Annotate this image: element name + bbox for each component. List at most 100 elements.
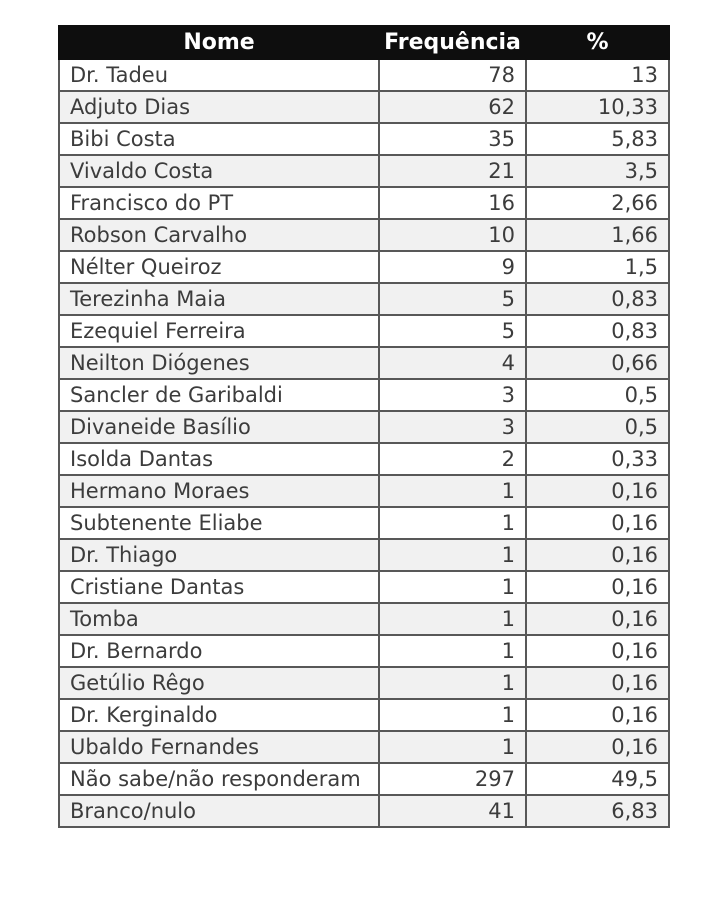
frequency-cell: 9	[378, 250, 527, 284]
table-row: Dr. Tadeu 78 13	[58, 58, 670, 92]
frequency-cell: 41	[378, 794, 527, 828]
table-row: Bibi Costa 35 5,83	[58, 122, 670, 156]
frequency-cell: 1	[378, 698, 527, 732]
percent-cell: 0,83	[525, 314, 670, 348]
table-row: Getúlio Rêgo 1 0,16	[58, 666, 670, 700]
frequency-cell: 21	[378, 154, 527, 188]
frequency-cell: 1	[378, 602, 527, 636]
percent-cell: 0,5	[525, 378, 670, 412]
percent-cell: 0,16	[525, 506, 670, 540]
table-row: Dr. Bernardo 1 0,16	[58, 634, 670, 668]
percent-cell: 0,16	[525, 634, 670, 668]
percent-cell: 2,66	[525, 186, 670, 220]
percent-cell: 0,16	[525, 602, 670, 636]
table-row: Divaneide Basílio 3 0,5	[58, 410, 670, 444]
table-row: Nélter Queiroz 9 1,5	[58, 250, 670, 284]
table-row: Francisco do PT 16 2,66	[58, 186, 670, 220]
frequency-cell: 1	[378, 474, 527, 508]
table-row: Vivaldo Costa 21 3,5	[58, 154, 670, 188]
percent-cell: 1,5	[525, 250, 670, 284]
frequency-cell: 10	[378, 218, 527, 252]
frequency-table: Nome Frequência % Dr. Tadeu 78 13 Adjuto Di…	[58, 25, 670, 828]
frequency-cell: 1	[378, 538, 527, 572]
name-cell: Ezequiel Ferreira	[58, 314, 380, 348]
frequency-cell: 2	[378, 442, 527, 476]
frequency-cell: 4	[378, 346, 527, 380]
percent-cell: 0,16	[525, 474, 670, 508]
name-cell: Branco/nulo	[58, 794, 380, 828]
table-row: Não sabe/não responderam 297 49,5	[58, 762, 670, 796]
name-cell: Dr. Bernardo	[58, 634, 380, 668]
table-row: Sancler de Garibaldi 3 0,5	[58, 378, 670, 412]
percent-cell: 5,83	[525, 122, 670, 156]
name-cell: Tomba	[58, 602, 380, 636]
table-row: Terezinha Maia 5 0,83	[58, 282, 670, 316]
percent-cell: 0,16	[525, 538, 670, 572]
name-cell: Divaneide Basílio	[58, 410, 380, 444]
frequency-cell: 1	[378, 730, 527, 764]
table-row: Subtenente Eliabe 1 0,16	[58, 506, 670, 540]
table-row: Dr. Thiago 1 0,16	[58, 538, 670, 572]
percent-cell: 10,33	[525, 90, 670, 124]
percent-cell: 0,16	[525, 730, 670, 764]
percent-cell: 49,5	[525, 762, 670, 796]
name-cell: Subtenente Eliabe	[58, 506, 380, 540]
frequency-cell: 1	[378, 666, 527, 700]
frequency-cell: 78	[378, 58, 527, 92]
percent-cell: 0,16	[525, 570, 670, 604]
percent-cell: 0,16	[525, 698, 670, 732]
frequency-cell: 62	[378, 90, 527, 124]
percent-cell: 0,16	[525, 666, 670, 700]
table-row: Ezequiel Ferreira 5 0,83	[58, 314, 670, 348]
name-cell: Não sabe/não responderam	[58, 762, 380, 796]
percent-cell: 0,83	[525, 282, 670, 316]
frequency-cell: 3	[378, 410, 527, 444]
name-cell: Ubaldo Fernandes	[58, 730, 380, 764]
column-header-percent: %	[525, 25, 670, 60]
table-header-row: Nome Frequência %	[58, 25, 670, 60]
name-cell: Vivaldo Costa	[58, 154, 380, 188]
frequency-cell: 16	[378, 186, 527, 220]
table-row: Ubaldo Fernandes 1 0,16	[58, 730, 670, 764]
percent-cell: 0,33	[525, 442, 670, 476]
table-row: Robson Carvalho 10 1,66	[58, 218, 670, 252]
table-row: Branco/nulo 41 6,83	[58, 794, 670, 828]
percent-cell: 13	[525, 58, 670, 92]
table-row: Cristiane Dantas 1 0,16	[58, 570, 670, 604]
column-header-nome: Nome	[58, 25, 380, 60]
table-row: Isolda Dantas 2 0,33	[58, 442, 670, 476]
percent-cell: 3,5	[525, 154, 670, 188]
frequency-cell: 1	[378, 634, 527, 668]
percent-cell: 0,66	[525, 346, 670, 380]
table-row: Hermano Moraes 1 0,16	[58, 474, 670, 508]
name-cell: Nélter Queiroz	[58, 250, 380, 284]
table-row: Dr. Kerginaldo 1 0,16	[58, 698, 670, 732]
name-cell: Francisco do PT	[58, 186, 380, 220]
name-cell: Cristiane Dantas	[58, 570, 380, 604]
table-row: Neilton Diógenes 4 0,66	[58, 346, 670, 380]
percent-cell: 6,83	[525, 794, 670, 828]
name-cell: Bibi Costa	[58, 122, 380, 156]
name-cell: Isolda Dantas	[58, 442, 380, 476]
frequency-cell: 1	[378, 506, 527, 540]
name-cell: Terezinha Maia	[58, 282, 380, 316]
percent-cell: 1,66	[525, 218, 670, 252]
name-cell: Hermano Moraes	[58, 474, 380, 508]
name-cell: Dr. Tadeu	[58, 58, 380, 92]
column-header-frequencia: Frequência	[378, 25, 527, 60]
name-cell: Neilton Diógenes	[58, 346, 380, 380]
frequency-cell: 297	[378, 762, 527, 796]
frequency-cell: 35	[378, 122, 527, 156]
name-cell: Dr. Thiago	[58, 538, 380, 572]
frequency-cell: 5	[378, 282, 527, 316]
name-cell: Getúlio Rêgo	[58, 666, 380, 700]
name-cell: Sancler de Garibaldi	[58, 378, 380, 412]
name-cell: Dr. Kerginaldo	[58, 698, 380, 732]
table-row: Adjuto Dias 62 10,33	[58, 90, 670, 124]
frequency-cell: 5	[378, 314, 527, 348]
percent-cell: 0,5	[525, 410, 670, 444]
frequency-cell: 3	[378, 378, 527, 412]
name-cell: Robson Carvalho	[58, 218, 380, 252]
frequency-table-container: Nome Frequência % Dr. Tadeu 78 13 Adjuto Di…	[58, 25, 670, 828]
frequency-cell: 1	[378, 570, 527, 604]
